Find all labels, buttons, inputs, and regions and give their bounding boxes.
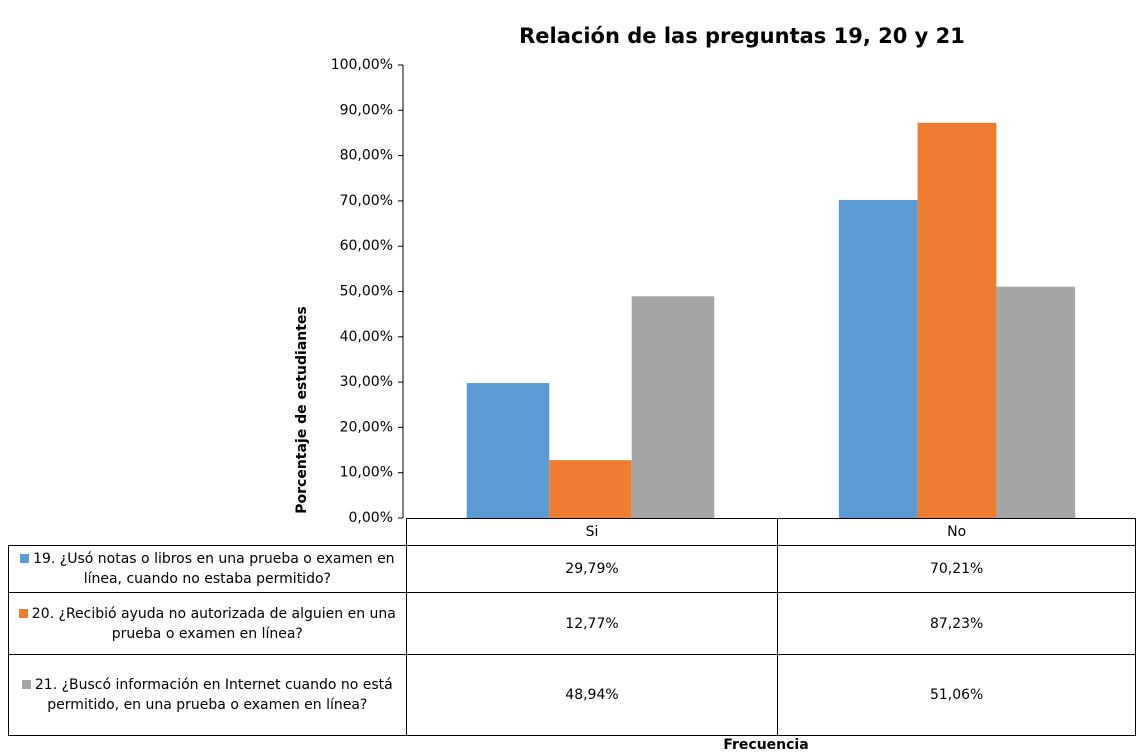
legend-cell: 20. ¿Recibió ayuda no autorizada de algu… bbox=[8, 592, 407, 655]
legend-label: 20. ¿Recibió ayuda no autorizada de algu… bbox=[31, 605, 396, 642]
legend-label: 21. ¿Buscó información en Internet cuand… bbox=[34, 677, 393, 713]
legend-swatch bbox=[21, 680, 31, 689]
y-tick-label: 20,00% bbox=[340, 419, 393, 435]
legend-cell: 19. ¿Usó notas o libros en una prueba o … bbox=[8, 545, 407, 593]
legend-swatch bbox=[20, 554, 30, 563]
chart-title: Relación de las preguntas 19, 20 y 21 bbox=[519, 24, 965, 48]
legend-label: 19. ¿Usó notas o libros en una prueba o … bbox=[33, 551, 395, 587]
value-label: 12,77% bbox=[405, 592, 779, 655]
value-label: 29,79% bbox=[405, 545, 779, 593]
y-tick-label: 0,00% bbox=[349, 510, 393, 526]
data-table: Si No 19. ¿Usó notas o libros en una prueb… bbox=[8, 518, 1136, 736]
bar bbox=[996, 286, 1076, 518]
bar bbox=[838, 199, 918, 518]
category-label: No bbox=[777, 518, 1136, 546]
series-row: 20. ¿Recibió ayuda no autorizada de algu… bbox=[8, 592, 1136, 655]
header-row: Si No bbox=[9, 518, 1136, 546]
y-tick-label: 40,00% bbox=[340, 329, 393, 345]
legend-swatch bbox=[18, 608, 28, 618]
y-tick-label: 80,00% bbox=[340, 148, 393, 164]
value-label: 51,06% bbox=[777, 654, 1136, 736]
bar bbox=[549, 460, 632, 518]
y-tick-label: 70,00% bbox=[340, 193, 393, 209]
y-tick-label: 30,00% bbox=[340, 374, 393, 390]
bar bbox=[917, 122, 997, 519]
y-tick-label: 60,00% bbox=[340, 238, 393, 254]
x-axis-label: Frecuencia bbox=[723, 737, 808, 753]
value-label: 48,94% bbox=[405, 654, 779, 736]
y-tick-label: 90,00% bbox=[340, 102, 393, 118]
y-tick-label: 10,00% bbox=[340, 465, 393, 481]
bar bbox=[466, 383, 550, 518]
value-label: 87,23% bbox=[777, 592, 1136, 655]
series-row: 19. ¿Usó notas o libros en una prueba o … bbox=[8, 545, 1136, 593]
category-label: Si bbox=[405, 518, 779, 546]
y-tick-label: 50,00% bbox=[340, 284, 393, 300]
legend-cell: 21. ¿Buscó información en Internet cuand… bbox=[8, 654, 407, 736]
value-label: 70,21% bbox=[777, 545, 1136, 593]
y-axis-label: Porcentaje de estudiantes bbox=[294, 306, 310, 513]
y-tick-label: 100,00% bbox=[331, 57, 393, 73]
series-row: 21. ¿Buscó información en Internet cuand… bbox=[8, 654, 1136, 736]
empty-cell bbox=[9, 519, 407, 546]
bar bbox=[631, 296, 715, 518]
